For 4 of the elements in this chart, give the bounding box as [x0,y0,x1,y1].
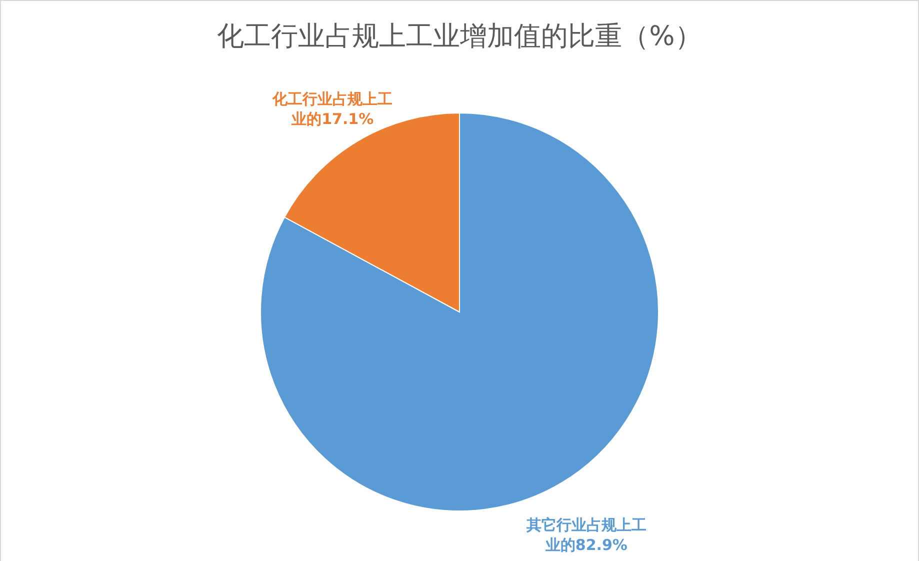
slice-label: 化工行业占规上工业的17.1% [272,90,393,128]
pie-slice [260,112,659,512]
slice-label: 其它行业占规上工业的82.9% [525,516,646,554]
chart-title: 化工行业占规上工业增加值的比重（%） [217,21,702,52]
